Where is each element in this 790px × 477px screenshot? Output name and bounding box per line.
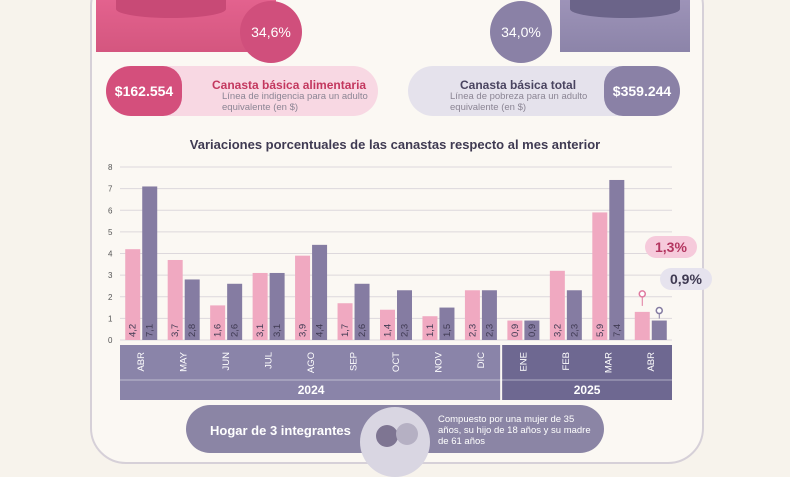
total-price: $359.244 [604, 66, 680, 116]
bar-value-label: 1,6 [213, 324, 224, 337]
month-label: JUL [264, 352, 275, 369]
bar-total [524, 320, 540, 340]
bar-total [227, 283, 243, 340]
bar-value-label: 1,1 [425, 324, 436, 337]
bar-food [422, 316, 438, 340]
bar-food [380, 309, 395, 340]
bar-chart: 0 1 2 3 4 5 6 7 8 2024 2025 4,2 7,1 ABR 3,7 2,8 MAY 1,6 2,… [108, 163, 672, 400]
food-title: Canasta básica alimentaria [212, 78, 367, 92]
bar-total [609, 179, 625, 340]
food-percent: 34,6% [251, 24, 291, 40]
bar-value-label: 3,7 [170, 324, 181, 337]
total-basket-illustration [560, 0, 690, 52]
month-label: NOV [433, 351, 444, 372]
bar-food [337, 303, 353, 340]
bar-total [269, 272, 285, 340]
year-label: 2024 [298, 383, 325, 397]
year-label: 2025 [574, 383, 601, 397]
bar-value-label: 2,6 [357, 324, 368, 337]
food-callout-dot [638, 290, 647, 298]
bar-value-label: 7,4 [612, 324, 623, 337]
family-avatar [360, 407, 430, 477]
y-tick-label: 8 [108, 163, 113, 172]
month-label: FEB [561, 352, 572, 370]
food-price: $162.554 [106, 66, 182, 116]
total-title: Canasta básica total [460, 78, 577, 92]
y-tick-label: 1 [108, 314, 113, 323]
y-tick-label: 7 [108, 185, 113, 194]
year-band [120, 345, 501, 400]
bar-value-label: 4,4 [315, 324, 326, 337]
bar-food [295, 255, 311, 340]
total-percent-badge: 34,0% [490, 1, 552, 63]
bar-total [142, 186, 158, 340]
bar-total [651, 320, 667, 340]
household-banner: Hogar de 3 integrantes Compuesto por una… [186, 405, 604, 477]
bar-value-label: 3,9 [298, 324, 309, 337]
total-callout: 0,9% [660, 268, 712, 290]
bar-value-label: 0,9 [527, 324, 538, 337]
food-callout: 1,3% [645, 236, 697, 258]
bar-value-label: 1,4 [383, 324, 394, 337]
household-description: Compuesto por una mujer de 35 años, su h… [438, 414, 591, 447]
y-tick-label: 2 [108, 293, 113, 302]
month-label: AGO [306, 352, 317, 373]
month-label: ABR [646, 352, 657, 372]
total-subtitle: Línea de pobreza para un adulto equivale… [450, 91, 588, 113]
bar-total [184, 279, 200, 340]
bar-food [507, 320, 523, 340]
y-tick-label: 4 [108, 250, 113, 259]
month-label: MAR [603, 352, 614, 373]
bar-food [167, 259, 183, 340]
bar-total [481, 290, 497, 340]
bar-value-label: 5,9 [595, 324, 606, 337]
y-tick-label: 3 [108, 271, 113, 280]
bar-value-label: 2,8 [187, 324, 198, 337]
month-label: DIC [476, 352, 487, 369]
y-tick-label: 5 [108, 228, 113, 237]
month-label: MAY [179, 351, 190, 372]
chart-title: Variaciones porcentuales de las canastas… [189, 137, 601, 152]
bar-value-label: 2,3 [569, 324, 580, 337]
bar-value-label: 0,9 [510, 324, 521, 337]
bar-total [354, 283, 370, 340]
bar-food [549, 270, 565, 340]
bar-value-label: 1,7 [340, 324, 351, 337]
total-callout-dot [655, 306, 664, 315]
bar-value-label: 4,2 [128, 324, 139, 337]
bar-total [397, 290, 412, 340]
bar-food [592, 212, 608, 340]
month-label: OCT [391, 352, 402, 372]
month-label: ABR [136, 352, 147, 372]
bar-food [634, 311, 650, 340]
bar-food [210, 305, 226, 340]
bar-value-label: 2,3 [400, 324, 411, 337]
bar-value-label: 7,1 [145, 324, 156, 337]
month-label: JUN [221, 352, 232, 371]
y-tick-label: 6 [108, 206, 113, 215]
bar-value-label: 2,3 [484, 324, 495, 337]
food-basket-card: $162.554 Canasta básica alimentaria Líne… [106, 66, 378, 116]
bar-total [312, 244, 328, 340]
bar-food [125, 249, 141, 340]
bar-value-label: 2,3 [467, 324, 478, 337]
month-label: SEP [349, 352, 360, 371]
year-band [502, 345, 672, 400]
total-basket-card: Canasta básica total Línea de pobreza pa… [408, 66, 680, 116]
bar-value-label: 3,2 [552, 324, 563, 337]
bar-value-label: 3,1 [255, 324, 266, 337]
bar-food [252, 272, 268, 340]
total-percent: 34,0% [501, 24, 541, 40]
bar-value-label: 1,5 [442, 324, 453, 337]
month-label: ENE [518, 352, 529, 372]
food-subtitle: Línea de indigencia para un adulto equiv… [222, 91, 368, 113]
household-title: Hogar de 3 integrantes [210, 423, 351, 438]
bar-value-label: 3,1 [272, 324, 283, 337]
bar-total [566, 290, 582, 340]
bar-value-label: 2,6 [230, 324, 241, 337]
food-percent-badge: 34,6% [240, 1, 302, 63]
bar-food [464, 290, 480, 340]
bar-total [439, 307, 455, 340]
y-tick-label: 0 [108, 336, 113, 345]
